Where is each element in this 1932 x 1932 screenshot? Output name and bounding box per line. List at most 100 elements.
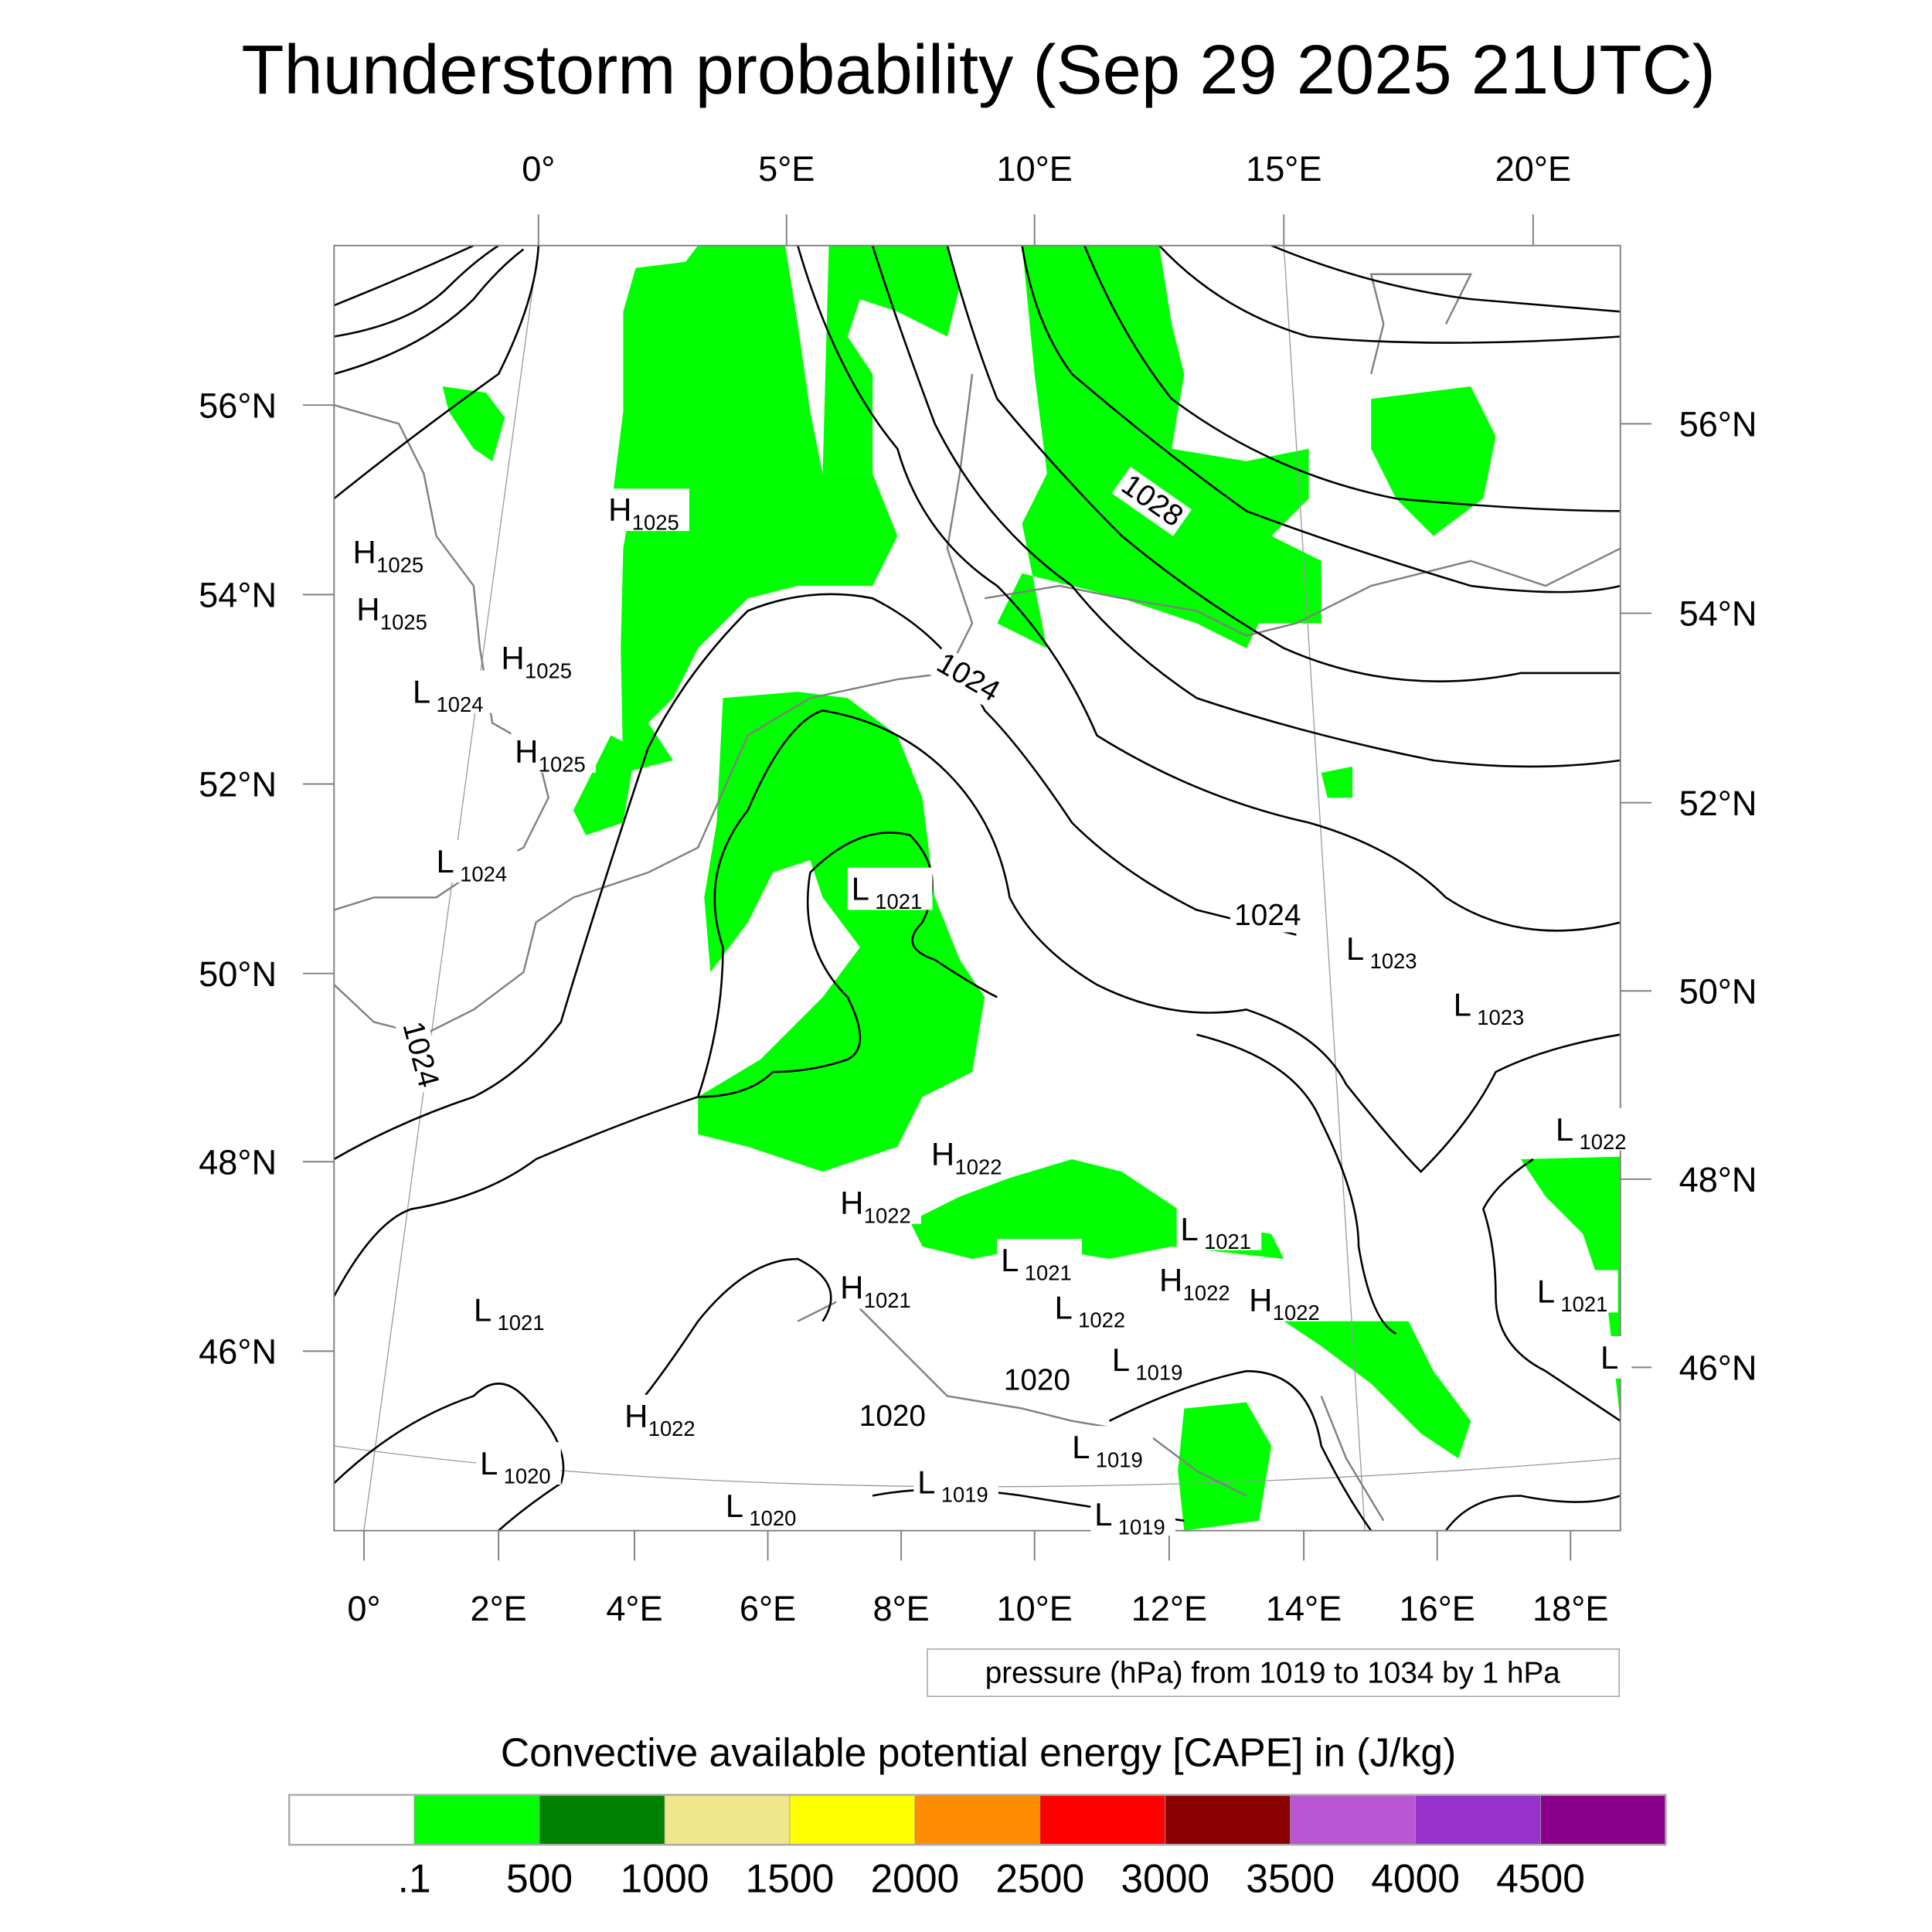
colorbar-swatch xyxy=(1290,1794,1417,1845)
pressure-center-value: 1025 xyxy=(539,752,586,776)
pressure-center-label: H 1022 xyxy=(836,1182,921,1227)
pressure-center-label: H 1022 xyxy=(1155,1259,1240,1304)
cape-area-italy xyxy=(1178,1402,1272,1531)
isobars xyxy=(334,245,1621,1531)
pressure-center-letter: L xyxy=(1556,1111,1573,1148)
colorbar-label: 4500 xyxy=(1496,1855,1585,1900)
pressure-center-letter: H xyxy=(840,1270,863,1306)
pressure-center-label: L 1022 xyxy=(1050,1286,1136,1332)
pressure-center-value: 1021 xyxy=(1025,1260,1072,1284)
axis-label-right: 48°N xyxy=(1679,1160,1757,1199)
axis-label-bottom: 18°E xyxy=(1532,1589,1608,1628)
isobar-label: 1020 xyxy=(999,1363,1075,1398)
cape-area-poland xyxy=(1371,386,1496,536)
pressure-center-label: L 1023 xyxy=(1342,927,1427,973)
pressure-center-label: H 1025 xyxy=(352,588,438,634)
axis-label-top: 0° xyxy=(522,149,555,189)
pressure-center-label: L 1021 xyxy=(1532,1270,1618,1316)
pressure-center-value: 1022 xyxy=(1183,1281,1230,1304)
pressure-center-letter: H xyxy=(624,1398,648,1434)
pressure-center-letter: L xyxy=(1537,1273,1555,1309)
pressure-center-value: 1022 xyxy=(648,1417,696,1440)
pressure-center-value: 1022 xyxy=(1580,1130,1627,1154)
colorbar-swatch xyxy=(288,1794,415,1845)
pressure-center-letter: H xyxy=(931,1136,954,1172)
pressure-center-label: H 1022 xyxy=(621,1394,706,1440)
axis-labels: 0° 5°E 10°E 15°E 20°E 0° 2°E 4°E 6°E 8°E 10°E 12°E 1… xyxy=(199,149,1757,1628)
pressure-center-letter: H xyxy=(608,492,631,528)
pressure-center-letter: H xyxy=(840,1185,863,1221)
colorbar-title: Convective available potential energy [C… xyxy=(501,1730,1456,1774)
pressure-center-value: 1023 xyxy=(1477,1005,1524,1029)
pressure-center-value: 1025 xyxy=(380,611,427,634)
pressure-center-letter: L xyxy=(1001,1242,1019,1278)
colorbar-swatch xyxy=(413,1794,540,1845)
axis-label-left: 48°N xyxy=(199,1142,277,1182)
pressure-center-value: 1025 xyxy=(376,553,423,577)
colorbar-label: 1500 xyxy=(746,1855,835,1900)
axis-label-top: 5°E xyxy=(758,149,815,189)
pressure-center-value: 1020 xyxy=(749,1506,796,1530)
pressure-center-value: 1021 xyxy=(1560,1292,1607,1316)
pressure-center-value: 1022 xyxy=(1078,1308,1125,1332)
pressure-center-value: 1021 xyxy=(864,1288,911,1312)
colorbar-swatch xyxy=(1540,1794,1666,1845)
isobar-value: 1020 xyxy=(859,1400,926,1433)
pressure-center-value: 1022 xyxy=(954,1155,1002,1179)
pressure-center-label: L 1021 xyxy=(470,1288,555,1335)
colorbar-frame xyxy=(287,1794,1667,1846)
colorbar-label: 2000 xyxy=(870,1855,959,1900)
pressure-center-value: 1025 xyxy=(632,510,679,534)
figure-title: Thunderstorm probability (Sep 29 2025 21… xyxy=(241,31,1716,109)
axis-label-right: 46°N xyxy=(1679,1348,1757,1387)
colorbar-swatch xyxy=(789,1794,916,1845)
pressure-center-value: 1023 xyxy=(1370,949,1417,973)
pressure-center-value: 1024 xyxy=(437,692,484,716)
axis-label-top: 20°E xyxy=(1495,149,1571,189)
pressure-center-letter: L xyxy=(1094,1496,1112,1532)
pressure-center-value: 1022 xyxy=(1273,1301,1320,1325)
pressure-center-letter: L xyxy=(1112,1342,1130,1378)
isobar-value: 1024 xyxy=(1234,899,1301,932)
pressure-center-label: H 1025 xyxy=(511,730,596,776)
axis-label-bottom: 0° xyxy=(347,1589,380,1628)
pressure-center-label: L 1021 xyxy=(997,1239,1082,1284)
pressure-center-letter: L xyxy=(413,674,430,710)
pressure-center-letter: L xyxy=(1055,1289,1073,1325)
colorbar-swatch xyxy=(1415,1794,1541,1845)
axis-label-left: 52°N xyxy=(199,765,277,804)
pressure-center-value: 1019 xyxy=(1118,1515,1165,1539)
contour-info-box: pressure (hPa) from 1019 to 1034 by 1 hP… xyxy=(927,1648,1620,1697)
pressure-center-letter: H xyxy=(356,591,379,628)
pressure-center-value: 1021 xyxy=(1204,1230,1251,1253)
axis-label-left: 50°N xyxy=(199,954,277,994)
pressure-center-label: L 1024 xyxy=(409,670,494,716)
pressure-center-label: H 1025 xyxy=(497,637,583,682)
axis-label-bottom: 4°E xyxy=(606,1589,662,1628)
pressure-center-label: L 1022 xyxy=(1552,1107,1637,1154)
pressure-center-letter: H xyxy=(501,640,524,676)
pressure-center-value: 1019 xyxy=(1096,1447,1143,1471)
axis-label-bottom: 16°E xyxy=(1399,1589,1475,1628)
axis-label-top: 10°E xyxy=(997,149,1073,189)
axis-label-bottom: 8°E xyxy=(872,1589,929,1628)
pressure-center-letter: L xyxy=(1072,1429,1090,1465)
cape-area-north-sea-east xyxy=(822,245,960,474)
pressure-center-label: L 1021 xyxy=(847,867,933,913)
axis-label-top: 15°E xyxy=(1246,149,1321,189)
contour-info-text: pressure (hPa) from 1019 to 1034 by 1 hP… xyxy=(985,1656,1561,1689)
cape-area-uk xyxy=(442,386,505,461)
axis-label-bottom: 6°E xyxy=(740,1589,796,1628)
axis-label-left: 56°N xyxy=(199,386,277,425)
colorbar-swatch xyxy=(664,1794,791,1845)
colorbar-label: 4000 xyxy=(1371,1855,1460,1900)
isobar-value: 1020 xyxy=(1004,1363,1070,1396)
colorbar-label: 3000 xyxy=(1121,1855,1209,1900)
pressure-center-value: 1024 xyxy=(460,862,507,886)
pressure-center-letter: L xyxy=(852,871,869,907)
colorbar-label: 3500 xyxy=(1246,1855,1335,1900)
isobar-label: 1020 xyxy=(855,1400,930,1434)
cape-area-croatia xyxy=(1284,1321,1471,1459)
axis-label-bottom: 12°E xyxy=(1131,1589,1207,1628)
